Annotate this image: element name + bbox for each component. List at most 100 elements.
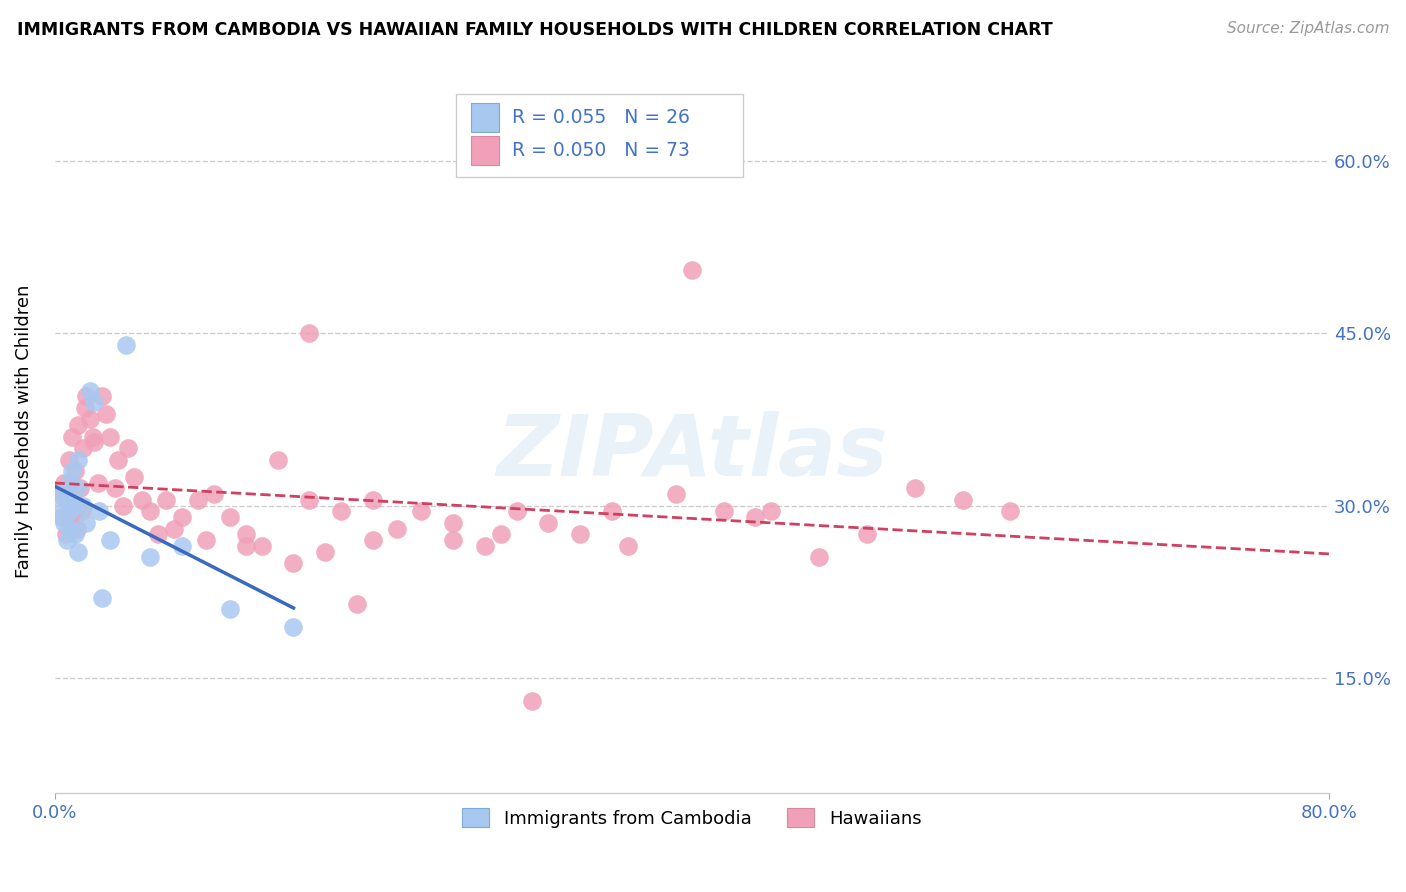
Point (146, 527, 169, 541)
Point (361, 533, 384, 548)
Point (115, 337, 138, 351)
Point (75, 516, 97, 530)
Point (72, 499, 94, 513)
Point (441, 516, 464, 530)
Point (235, 539, 257, 553)
Point (53, 516, 76, 530)
Point (170, 539, 193, 553)
Point (283, 619, 305, 633)
Point (65, 464, 87, 478)
Point (66, 522, 89, 536)
Point (314, 545, 336, 559)
Point (665, 487, 688, 501)
Point (194, 533, 217, 548)
Bar (471, 136, 499, 165)
Point (1000, 504, 1022, 518)
Point (170, 510, 193, 524)
Point (98, 430, 121, 444)
Point (235, 527, 257, 541)
Point (62, 504, 84, 518)
Point (744, 510, 766, 524)
Point (59, 516, 82, 530)
Point (569, 527, 592, 541)
Point (98, 533, 121, 548)
Point (67, 545, 90, 559)
Point (58, 452, 80, 467)
Point (89, 504, 111, 518)
Legend: Immigrants from Cambodia, Hawaiians: Immigrants from Cambodia, Hawaiians (454, 801, 929, 835)
Point (86, 475, 108, 490)
Point (218, 510, 240, 524)
Point (69, 482, 91, 496)
Y-axis label: Family Households with Children: Family Households with Children (15, 285, 32, 578)
Point (59, 504, 82, 518)
Point (58, 475, 80, 490)
Text: IMMIGRANTS FROM CAMBODIA VS HAWAIIAN FAMILY HOUSEHOLDS WITH CHILDREN CORRELATION: IMMIGRANTS FROM CAMBODIA VS HAWAIIAN FAM… (17, 21, 1053, 39)
Point (48, 487, 70, 501)
Point (600, 504, 623, 518)
Point (72, 441, 94, 455)
Point (122, 470, 145, 484)
Point (83, 395, 105, 409)
Point (83, 435, 105, 450)
Point (681, 263, 703, 277)
Point (53, 475, 76, 490)
Point (55, 527, 77, 541)
Point (67, 418, 90, 433)
Point (70, 504, 93, 518)
Point (51, 487, 73, 501)
Point (139, 504, 162, 518)
Point (361, 492, 384, 507)
Point (56, 533, 79, 548)
Point (73, 401, 96, 415)
Point (441, 533, 464, 548)
Point (330, 504, 353, 518)
Text: Source: ZipAtlas.com: Source: ZipAtlas.com (1226, 21, 1389, 37)
Text: R = 0.055   N = 26: R = 0.055 N = 26 (512, 108, 690, 127)
FancyBboxPatch shape (456, 94, 742, 178)
Point (55, 492, 77, 507)
Point (79, 412, 101, 426)
Point (51, 510, 73, 524)
Point (617, 539, 640, 553)
Point (266, 452, 288, 467)
Point (202, 487, 225, 501)
Text: R = 0.050   N = 73: R = 0.050 N = 73 (512, 141, 690, 160)
Point (283, 556, 305, 570)
Point (48, 504, 70, 518)
Point (91, 389, 114, 403)
Point (187, 492, 209, 507)
Text: ZIPAtlas: ZIPAtlas (496, 411, 887, 494)
Point (761, 504, 783, 518)
Point (904, 482, 927, 496)
Point (91, 591, 114, 605)
Point (474, 539, 496, 553)
Point (346, 597, 368, 611)
Point (298, 492, 321, 507)
Point (131, 492, 153, 507)
Point (489, 527, 512, 541)
Point (59, 522, 82, 536)
Point (155, 492, 177, 507)
Point (139, 550, 162, 565)
Point (298, 326, 321, 340)
Point (75, 389, 97, 403)
Point (117, 441, 139, 455)
Point (62, 499, 84, 513)
Point (94, 407, 117, 421)
Point (82, 430, 104, 444)
Point (856, 527, 879, 541)
Point (808, 550, 831, 565)
Point (66, 482, 89, 496)
Point (163, 522, 186, 536)
Point (79, 384, 101, 398)
Point (218, 602, 240, 616)
Point (537, 516, 560, 530)
Point (250, 539, 273, 553)
Point (952, 492, 974, 507)
Bar (471, 103, 499, 132)
Point (713, 504, 735, 518)
Point (67, 452, 90, 467)
Point (60, 430, 83, 444)
Point (505, 504, 527, 518)
